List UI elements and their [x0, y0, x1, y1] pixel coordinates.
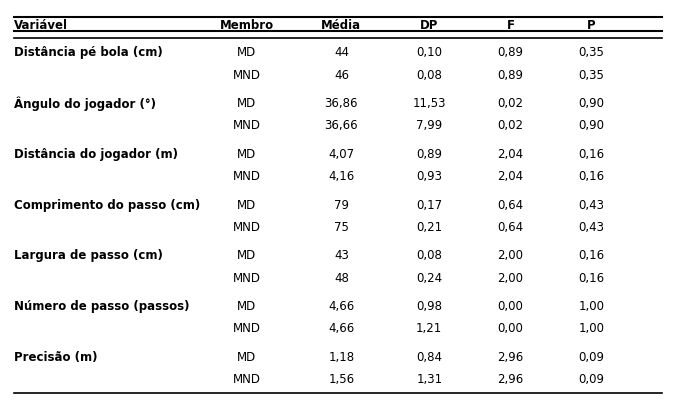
Text: 0,08: 0,08 [416, 68, 442, 81]
Text: MND: MND [233, 170, 261, 183]
Text: MND: MND [233, 322, 261, 335]
Text: Distância do jogador (m): Distância do jogador (m) [14, 147, 178, 160]
Text: 0,84: 0,84 [416, 350, 442, 363]
Text: F: F [506, 19, 514, 32]
Text: 4,07: 4,07 [329, 147, 354, 160]
Text: 0,90: 0,90 [579, 97, 604, 110]
Text: 0,09: 0,09 [579, 350, 604, 363]
Text: 0,64: 0,64 [498, 198, 523, 211]
Text: MD: MD [237, 46, 256, 59]
Text: 46: 46 [334, 68, 349, 81]
Text: 0,89: 0,89 [498, 68, 523, 81]
Text: 79: 79 [334, 198, 349, 211]
Text: 0,89: 0,89 [498, 46, 523, 59]
Text: MND: MND [233, 119, 261, 132]
Text: 0,02: 0,02 [498, 97, 523, 110]
Text: Largura de passo (cm): Largura de passo (cm) [14, 249, 162, 262]
Text: Distância pé bola (cm): Distância pé bola (cm) [14, 46, 162, 59]
Text: 75: 75 [334, 220, 349, 233]
Text: MD: MD [237, 249, 256, 262]
Text: DP: DP [420, 19, 439, 32]
Text: 0,21: 0,21 [416, 220, 442, 233]
Text: 0,43: 0,43 [579, 220, 604, 233]
Text: P: P [587, 19, 596, 32]
Text: 36,86: 36,86 [324, 97, 358, 110]
Text: Ângulo do jogador (°): Ângulo do jogador (°) [14, 96, 155, 111]
Text: MD: MD [237, 350, 256, 363]
Text: 36,66: 36,66 [324, 119, 358, 132]
Text: 0,00: 0,00 [498, 322, 523, 335]
Text: 0,43: 0,43 [579, 198, 604, 211]
Text: 2,00: 2,00 [498, 271, 523, 284]
Text: 0,16: 0,16 [579, 271, 604, 284]
Text: MND: MND [233, 68, 261, 81]
Text: 0,08: 0,08 [416, 249, 442, 262]
Text: 2,04: 2,04 [498, 147, 523, 160]
Text: Precisão (m): Precisão (m) [14, 350, 97, 363]
Text: 0,98: 0,98 [416, 299, 442, 312]
Text: MND: MND [233, 271, 261, 284]
Text: 1,18: 1,18 [329, 350, 354, 363]
Text: 0,35: 0,35 [579, 68, 604, 81]
Text: 48: 48 [334, 271, 349, 284]
Text: MD: MD [237, 97, 256, 110]
Text: 7,99: 7,99 [416, 119, 442, 132]
Text: 2,96: 2,96 [498, 372, 523, 385]
Text: 4,66: 4,66 [329, 322, 354, 335]
Text: 0,02: 0,02 [498, 119, 523, 132]
Text: 43: 43 [334, 249, 349, 262]
Text: 1,56: 1,56 [329, 372, 354, 385]
Text: 0,24: 0,24 [416, 271, 442, 284]
Text: 0,16: 0,16 [579, 170, 604, 183]
Text: 2,00: 2,00 [498, 249, 523, 262]
Text: 0,93: 0,93 [416, 170, 442, 183]
Text: MND: MND [233, 372, 261, 385]
Text: 0,89: 0,89 [416, 147, 442, 160]
Text: 0,16: 0,16 [579, 147, 604, 160]
Text: 4,16: 4,16 [329, 170, 354, 183]
Text: Variável: Variável [14, 19, 68, 32]
Text: Média: Média [321, 19, 362, 32]
Text: MD: MD [237, 299, 256, 312]
Text: 11,53: 11,53 [412, 97, 446, 110]
Text: 4,66: 4,66 [329, 299, 354, 312]
Text: Membro: Membro [220, 19, 274, 32]
Text: MD: MD [237, 198, 256, 211]
Text: 0,09: 0,09 [579, 372, 604, 385]
Text: Comprimento do passo (cm): Comprimento do passo (cm) [14, 198, 200, 211]
Text: 0,17: 0,17 [416, 198, 442, 211]
Text: 0,35: 0,35 [579, 46, 604, 59]
Text: 2,96: 2,96 [498, 350, 523, 363]
Text: 0,16: 0,16 [579, 249, 604, 262]
Text: 1,21: 1,21 [416, 322, 442, 335]
Text: 1,00: 1,00 [579, 322, 604, 335]
Text: 2,04: 2,04 [498, 170, 523, 183]
Text: 0,10: 0,10 [416, 46, 442, 59]
Text: 1,31: 1,31 [416, 372, 442, 385]
Text: 0,64: 0,64 [498, 220, 523, 233]
Text: 0,00: 0,00 [498, 299, 523, 312]
Text: 1,00: 1,00 [579, 299, 604, 312]
Text: 44: 44 [334, 46, 349, 59]
Text: Número de passo (passos): Número de passo (passos) [14, 299, 189, 312]
Text: 0,90: 0,90 [579, 119, 604, 132]
Text: MD: MD [237, 147, 256, 160]
Text: MND: MND [233, 220, 261, 233]
